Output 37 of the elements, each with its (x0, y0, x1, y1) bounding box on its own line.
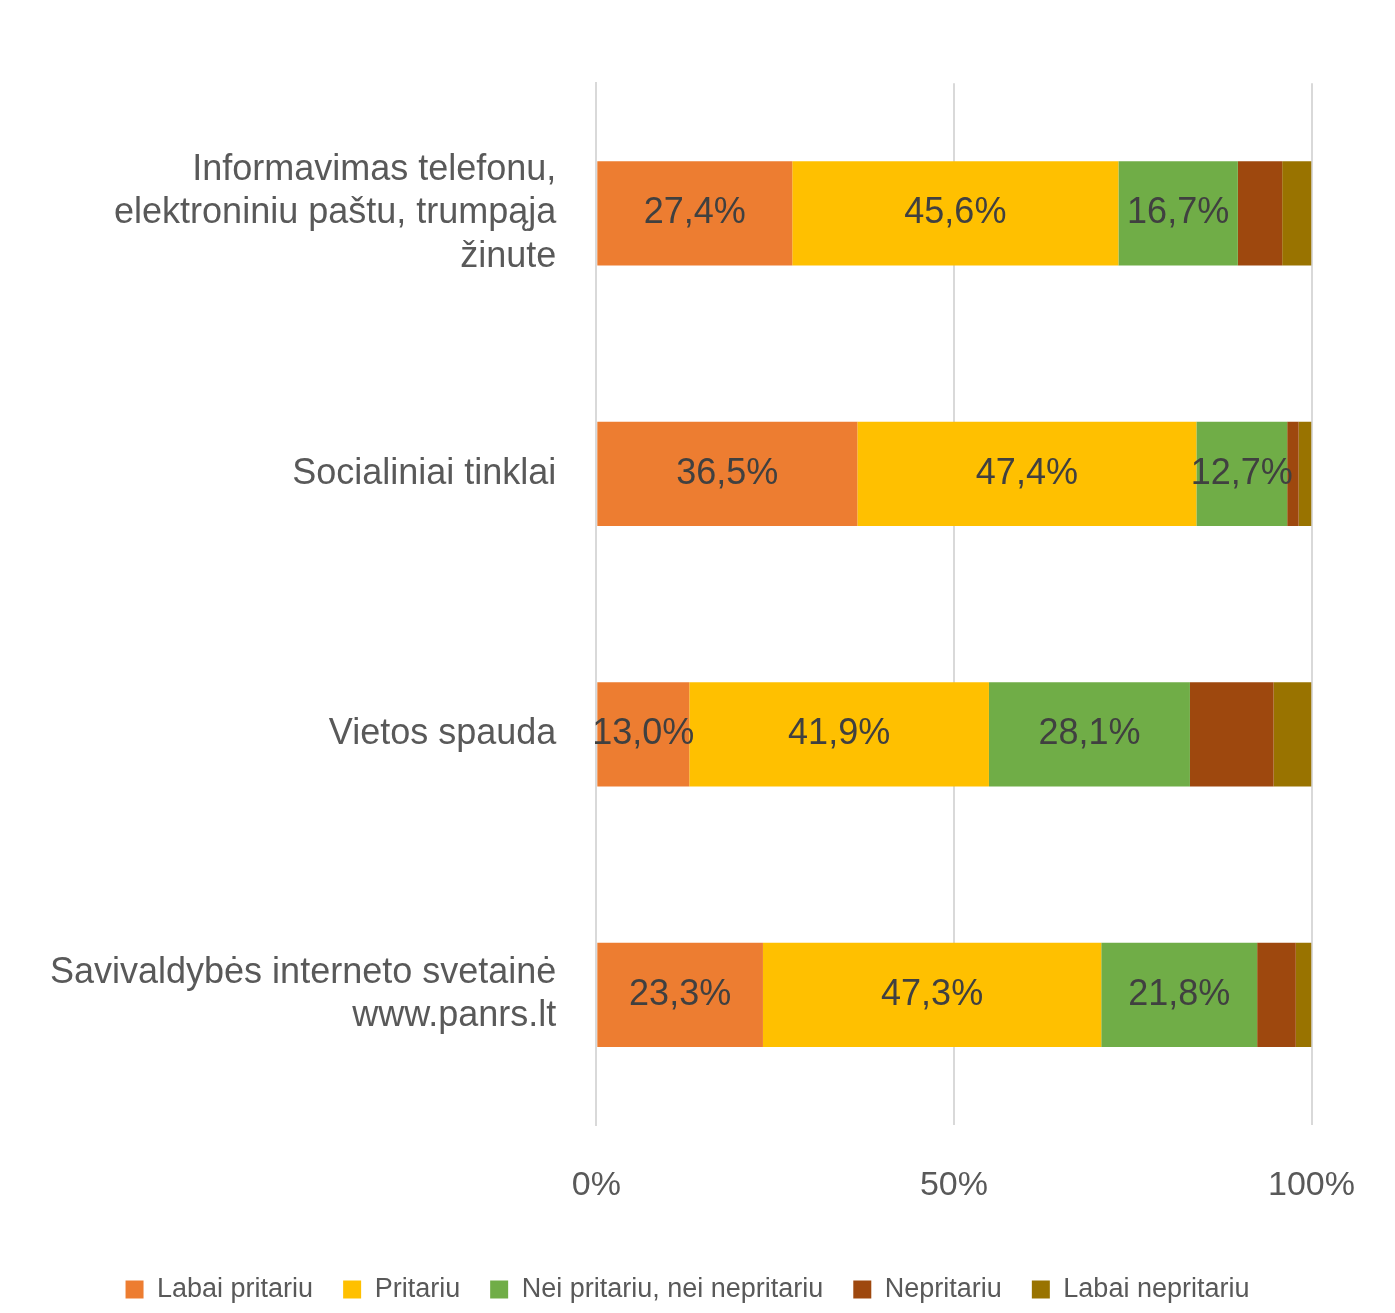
bar (1189, 682, 1274, 787)
bar (1237, 161, 1283, 266)
bar (1257, 942, 1296, 1048)
bar (762, 942, 1102, 1048)
bar (597, 942, 763, 1048)
bar (1298, 421, 1312, 527)
legend-label: Labai nepritariu (1063, 1272, 1250, 1303)
bar (1118, 161, 1238, 266)
y-tick-label: Informavimas telefonu, elektroniniu paštu, trumpąja žinute (114, 147, 558, 275)
data-label: 28,1% (1038, 711, 1141, 753)
bar (1282, 161, 1312, 266)
data-label: 36,5% (676, 450, 779, 492)
data-label: 47,4% (975, 450, 1078, 492)
bar (1295, 942, 1312, 1048)
y-tick-label: Vietos spauda (328, 711, 558, 753)
data-label: 23,3% (629, 971, 732, 1013)
x-tick-label: 0% (571, 1163, 621, 1202)
legend-label: Pritariu (374, 1272, 461, 1303)
x-tick-label: 50% (919, 1163, 988, 1202)
data-label: 47,3% (881, 971, 984, 1013)
data-label: 45,6% (904, 190, 1007, 232)
bar (792, 161, 1119, 266)
legend-label: Nei pritariu, nei nepritariu (521, 1272, 824, 1303)
bar (597, 161, 793, 266)
data-label: 41,9% (788, 711, 891, 753)
legend-label: Nepritariu (884, 1272, 1002, 1303)
legend-label: Labai pritariu (157, 1272, 314, 1303)
data-label: 16,7% (1127, 190, 1230, 232)
data-label: 27,4% (643, 190, 746, 232)
bar (988, 682, 1190, 787)
bar (597, 421, 858, 527)
bar (1101, 942, 1258, 1048)
y-tick-label: Savivaldybės interneto svetainė www.panrs.lt (49, 950, 557, 1035)
data-label: 21,8% (1128, 971, 1231, 1013)
bar (1273, 682, 1312, 787)
x-tick-label: 100% (1268, 1163, 1355, 1202)
y-tick-label: Socialiniai tinklai (292, 450, 557, 492)
